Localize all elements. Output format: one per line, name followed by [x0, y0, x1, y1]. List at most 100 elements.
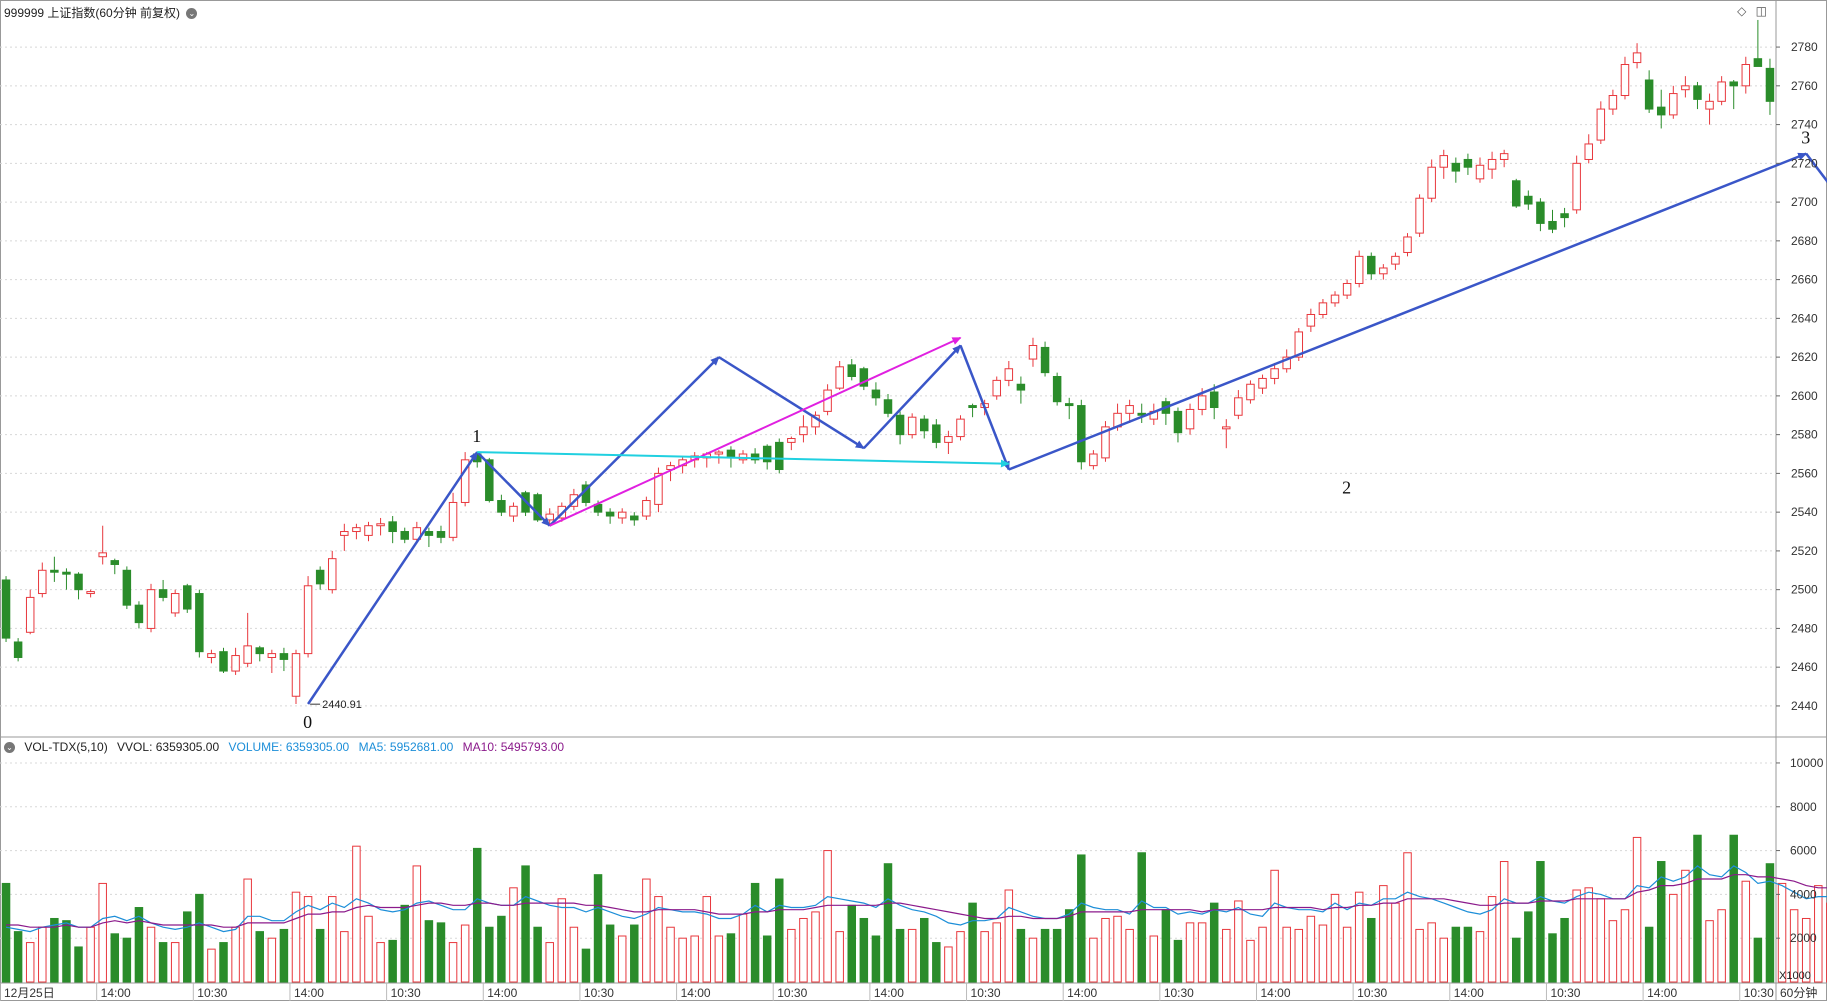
candle-up — [1246, 383, 1255, 401]
volume-bar-down — [847, 904, 857, 983]
low-price-annotation: 2440.91 — [322, 699, 362, 711]
volume-bar-up — [352, 845, 361, 983]
candle-up — [714, 451, 724, 455]
candle-up — [617, 511, 627, 519]
volume-bar-up — [1294, 928, 1304, 983]
volume-bar-down — [74, 946, 83, 983]
candle-down — [533, 494, 542, 521]
volume-bar-up — [38, 926, 47, 983]
candle-down — [315, 569, 325, 585]
candle-up — [799, 426, 808, 436]
volume-bar-down — [750, 882, 760, 983]
volume-bar-down — [895, 928, 905, 983]
candle-up — [1499, 153, 1509, 160]
volume-bar-down — [122, 937, 132, 983]
candle-up — [231, 655, 240, 672]
volume-bar-up — [460, 924, 470, 983]
time-tick-label: 14:00 — [1454, 986, 1484, 1000]
volume-bar-up — [1427, 922, 1436, 983]
candle-down — [1463, 158, 1473, 168]
candle-up — [1584, 143, 1593, 160]
candle-up — [1475, 164, 1485, 180]
volume-bar-down — [1511, 937, 1521, 983]
candle-up — [1004, 368, 1014, 381]
candle-up — [1741, 64, 1751, 87]
candle-up — [835, 366, 844, 389]
candle-up — [956, 418, 965, 438]
wave-line-wave — [718, 356, 865, 450]
volume-bar-up — [1777, 882, 1787, 983]
candle-up — [1572, 162, 1581, 211]
candle-up — [303, 585, 313, 655]
volume-bar-up — [944, 946, 953, 983]
volume-bar-up — [1222, 928, 1231, 983]
volume-bar-up — [1415, 928, 1424, 983]
panel-toggle-icon[interactable]: ◫ — [1755, 4, 1767, 18]
chevron-down-icon[interactable]: ⌄ — [4, 742, 15, 754]
candle-down — [871, 389, 881, 399]
candle-up — [1608, 95, 1618, 110]
candle-down — [13, 641, 23, 658]
candle-up — [1669, 93, 1678, 116]
candle-down — [50, 569, 59, 573]
price-tick-label: 2620 — [1791, 350, 1818, 364]
timeframe-label: 60分钟 — [1780, 985, 1817, 1000]
volume-bar-down — [521, 865, 530, 983]
volume-bar-up — [1318, 924, 1328, 983]
volume-bar-down — [1016, 928, 1026, 983]
candle-down — [497, 500, 506, 513]
price-tick-label: 2600 — [1791, 389, 1818, 403]
price-tick-label: 2480 — [1791, 621, 1818, 635]
price-tick-label: 2680 — [1791, 234, 1818, 248]
volume-bar-down — [436, 922, 446, 983]
volume-bar-up — [1669, 893, 1678, 983]
volume-bar-up — [1801, 917, 1811, 983]
volume-bar-up — [146, 926, 156, 983]
candle-up — [412, 527, 422, 540]
candle-down — [1064, 403, 1074, 407]
candle-up — [1379, 267, 1388, 275]
volume-bar-up — [1475, 931, 1485, 983]
candle-up — [545, 513, 554, 521]
volume-bar-up — [1354, 891, 1364, 983]
volume-bar-up — [545, 942, 554, 983]
time-tick-label: 10:30 — [1357, 986, 1387, 1000]
vol-indicator-label: VOL-TDX(5,10) — [24, 740, 108, 754]
volume-bar-up — [1789, 909, 1799, 983]
candle-down — [195, 593, 204, 653]
candle-up — [38, 569, 47, 595]
price-tick-label: 2760 — [1791, 79, 1818, 93]
volume-bar-up — [1620, 909, 1630, 983]
volume-bar-up — [1572, 889, 1581, 983]
candle-up — [1717, 81, 1726, 102]
volume-bar-up — [702, 896, 712, 983]
volume-bar-down — [485, 926, 494, 983]
volume-bar-up — [1705, 920, 1714, 983]
candle-up — [1089, 453, 1098, 467]
candle-up — [1258, 377, 1267, 389]
diamond-icon[interactable]: ◇ — [1737, 4, 1747, 18]
volume-bar-down — [1693, 834, 1702, 983]
candle-down — [1209, 391, 1219, 409]
volume-bar-down — [1064, 909, 1074, 983]
volume-bar-down — [605, 924, 615, 983]
volume-bar-down — [219, 942, 228, 983]
candle-up — [1330, 294, 1340, 304]
price-tick-label: 2520 — [1791, 544, 1818, 558]
candle-up — [1487, 158, 1497, 170]
volume-bar-down — [581, 948, 591, 983]
volume-bar-up — [25, 942, 35, 983]
volume-bar-down — [1209, 902, 1219, 983]
volume-bar-up — [799, 917, 808, 983]
price-tick-label: 2740 — [1791, 118, 1818, 132]
chevron-down-icon[interactable]: ⌄ — [186, 8, 198, 20]
volume-bar-up — [267, 937, 277, 983]
candle-down — [485, 459, 494, 502]
candle-up — [1620, 64, 1630, 97]
volume-ma10-line — [6, 874, 1827, 928]
volume-bar-down — [593, 874, 603, 983]
candle-down — [919, 418, 929, 432]
volume-bar-up — [303, 896, 313, 983]
